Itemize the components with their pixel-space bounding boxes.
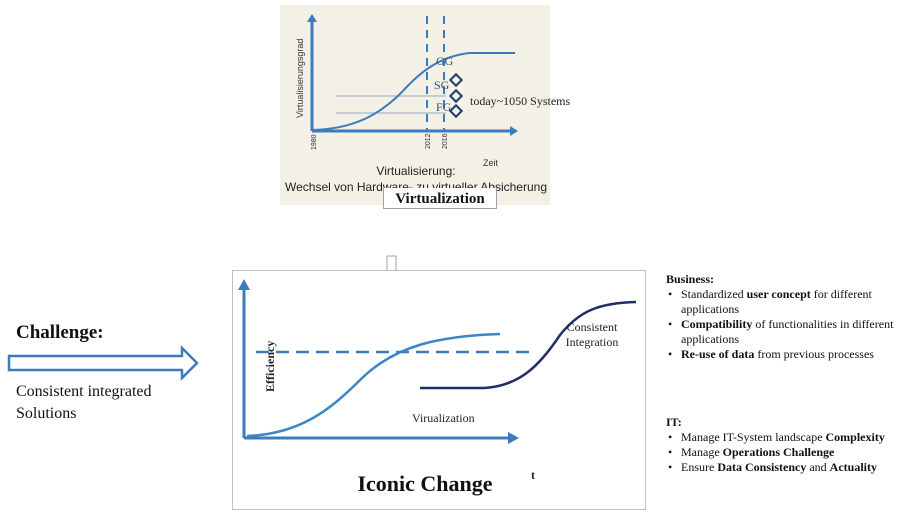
item-text: and [806,460,830,474]
it-item: Ensure Data Consistency and Actuality [666,460,896,475]
consistent-integration-label-line2: Integration [566,335,619,349]
challenge-description: Consistent integrated Solutions [16,381,216,425]
iconic-change-figure-frame [232,270,646,510]
systems-note: today~1050 Systems [470,94,570,108]
challenge-title: Challenge: [16,322,104,343]
item-bold-text: Operations Challenge [722,445,835,459]
tick-label-1980: 1980 [311,134,318,150]
consistent-integration-label-line1: Consistent [567,320,618,334]
it-section: IT: Manage IT-System landscape Complexit… [666,415,896,475]
top-figure-title: Virtualization [395,191,485,207]
item-text: from previous processes [754,347,874,361]
virtualization-figure-background [280,5,550,205]
it-item: Manage IT-System landscape Complexity [666,430,896,445]
top-y-axis-label: Virtualisierungsgrad [295,39,305,118]
virtualization-curve-label: Virualization [412,411,475,425]
item-bold-text: user concept [746,287,811,301]
item-text: Standardized [681,287,747,301]
top-s-curve [311,52,515,131]
diamond-marker [448,88,464,104]
it-item: Manage Operations Challenge [666,445,896,460]
main-x-axis-label: t [531,468,535,482]
business-list: Standardized user concept for different … [666,287,902,362]
item-bold-text: Complexity [825,430,885,444]
item-text: Ensure [681,460,718,474]
challenge-text-line2: Solutions [16,405,77,422]
challenge-text-line1: Consistent integrated [16,383,152,400]
item-text: for different applications [681,287,872,316]
tick-label-2016: 2016 [442,133,449,149]
level-label-gg: GG [436,54,454,68]
consistent-integration-curve [420,300,637,390]
top-title-box [383,188,497,209]
business-item: Re-use of data from previous processes [666,347,902,362]
business-item: Standardized user concept for different … [666,287,902,317]
business-item: Compatibility of functionalities in diff… [666,317,902,347]
item-bold-text: Actuality [829,460,877,474]
item-bold-text: Re-use of data [681,347,755,361]
item-bold-text: Compatibility [681,317,753,331]
connector-tab [386,255,397,271]
level-label-fg: FG [436,100,452,114]
diamond-marker [448,72,464,88]
business-section: Business: Standardized user concept for … [666,272,902,362]
efficiency-axis-label: Efficiency [263,341,277,392]
tick-label-2012: 2012 [425,133,432,149]
business-heading: Business: [666,272,715,286]
item-text: of functionalities in different applicat… [681,317,894,346]
main-figure-title: Iconic Change [357,471,492,496]
level-label-sg: SG [434,78,450,92]
challenge-arrow-icon [7,344,199,382]
it-list: Manage IT-System landscape Complexity Ma… [666,430,896,475]
top-x-axis-label: Zeit [483,158,499,168]
item-text: Manage IT-System landscape [681,430,826,444]
top-caption-line1: Virtualisierung: [376,164,455,178]
item-bold-text: Data Consistency [717,460,807,474]
it-heading: IT: [666,415,682,429]
item-text: Manage [681,445,723,459]
virtualization-curve [246,332,501,438]
diamond-marker [448,103,464,119]
